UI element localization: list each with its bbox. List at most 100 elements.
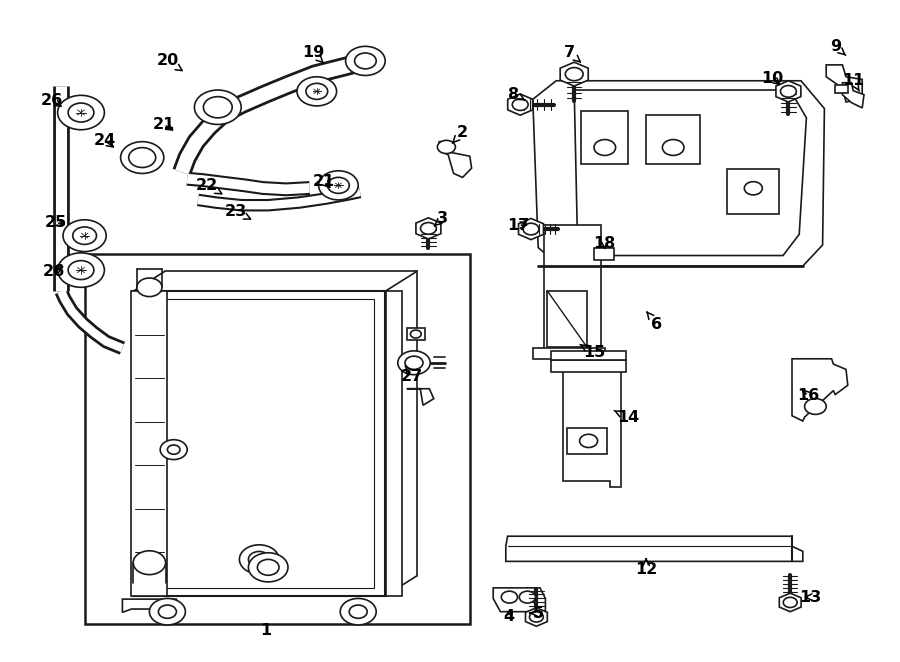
Polygon shape (386, 291, 402, 596)
Text: 16: 16 (797, 389, 819, 403)
Circle shape (662, 140, 684, 156)
Circle shape (420, 222, 436, 234)
Circle shape (133, 551, 166, 575)
Text: 25: 25 (45, 215, 67, 230)
Circle shape (160, 440, 187, 459)
Circle shape (580, 434, 598, 448)
Circle shape (328, 177, 349, 193)
Text: 18: 18 (594, 236, 616, 251)
Polygon shape (792, 359, 848, 421)
Circle shape (306, 83, 328, 99)
Bar (727, 169, 779, 214)
Text: 1: 1 (260, 623, 271, 638)
Polygon shape (826, 65, 862, 102)
Circle shape (780, 85, 796, 97)
Bar (551, 351, 626, 360)
Circle shape (73, 227, 96, 244)
Circle shape (565, 68, 583, 81)
Polygon shape (506, 536, 803, 561)
Circle shape (58, 95, 104, 130)
Text: 3: 3 (435, 211, 448, 226)
Bar (646, 115, 700, 164)
Text: 11: 11 (842, 73, 864, 91)
Text: 10: 10 (761, 71, 783, 85)
Text: 13: 13 (799, 590, 821, 604)
Circle shape (257, 559, 279, 575)
Bar (547, 291, 587, 347)
Circle shape (410, 330, 421, 338)
Polygon shape (526, 608, 547, 626)
Circle shape (398, 351, 430, 375)
Text: 5: 5 (530, 606, 544, 620)
Polygon shape (518, 218, 544, 240)
Circle shape (346, 46, 385, 75)
Circle shape (349, 605, 367, 618)
Polygon shape (574, 90, 806, 256)
Text: 9: 9 (830, 39, 846, 56)
Bar (567, 428, 607, 454)
Circle shape (355, 53, 376, 69)
Text: 24: 24 (94, 133, 115, 148)
Text: 4: 4 (503, 610, 514, 624)
Bar (594, 248, 614, 260)
Polygon shape (508, 94, 533, 115)
Circle shape (239, 545, 279, 574)
Circle shape (194, 90, 241, 124)
Bar (407, 328, 425, 340)
Circle shape (68, 261, 94, 279)
Text: 26: 26 (41, 93, 63, 108)
Circle shape (137, 278, 162, 297)
Circle shape (203, 97, 232, 118)
Bar (133, 291, 385, 596)
Polygon shape (560, 62, 589, 86)
Circle shape (529, 612, 544, 622)
Polygon shape (416, 218, 441, 239)
Text: 22: 22 (196, 178, 221, 194)
Text: 14: 14 (615, 410, 639, 424)
Polygon shape (842, 83, 864, 108)
Circle shape (297, 77, 337, 106)
Circle shape (63, 220, 106, 252)
Text: 27: 27 (401, 365, 423, 383)
Text: 7: 7 (564, 46, 580, 62)
Circle shape (523, 223, 539, 235)
Circle shape (519, 591, 536, 603)
Text: 15: 15 (580, 344, 605, 359)
Polygon shape (439, 142, 472, 177)
Circle shape (594, 140, 616, 156)
Text: 21: 21 (153, 117, 175, 132)
Bar (581, 111, 628, 164)
Bar (533, 348, 605, 359)
Bar (144, 299, 374, 588)
Text: 2: 2 (453, 125, 468, 143)
Circle shape (129, 148, 156, 167)
Polygon shape (131, 291, 167, 596)
Circle shape (167, 445, 180, 454)
Circle shape (512, 99, 528, 111)
Circle shape (501, 591, 518, 603)
Polygon shape (779, 593, 801, 612)
Text: 8: 8 (508, 87, 525, 101)
Circle shape (248, 553, 288, 582)
Circle shape (805, 399, 826, 414)
Polygon shape (122, 599, 176, 612)
Text: 26: 26 (43, 264, 65, 279)
Bar (835, 85, 848, 93)
Circle shape (58, 253, 104, 287)
Circle shape (68, 103, 94, 122)
Polygon shape (536, 225, 601, 359)
Polygon shape (533, 81, 824, 266)
Circle shape (319, 171, 358, 200)
Polygon shape (556, 360, 621, 487)
Circle shape (744, 181, 762, 195)
Text: 21: 21 (313, 174, 335, 189)
Circle shape (158, 605, 176, 618)
Text: 23: 23 (225, 205, 250, 219)
Circle shape (121, 142, 164, 173)
Polygon shape (407, 389, 434, 405)
Text: 17: 17 (508, 218, 529, 232)
Polygon shape (493, 588, 545, 617)
Circle shape (783, 597, 797, 608)
Text: 12: 12 (635, 559, 657, 577)
Text: 19: 19 (302, 46, 324, 64)
